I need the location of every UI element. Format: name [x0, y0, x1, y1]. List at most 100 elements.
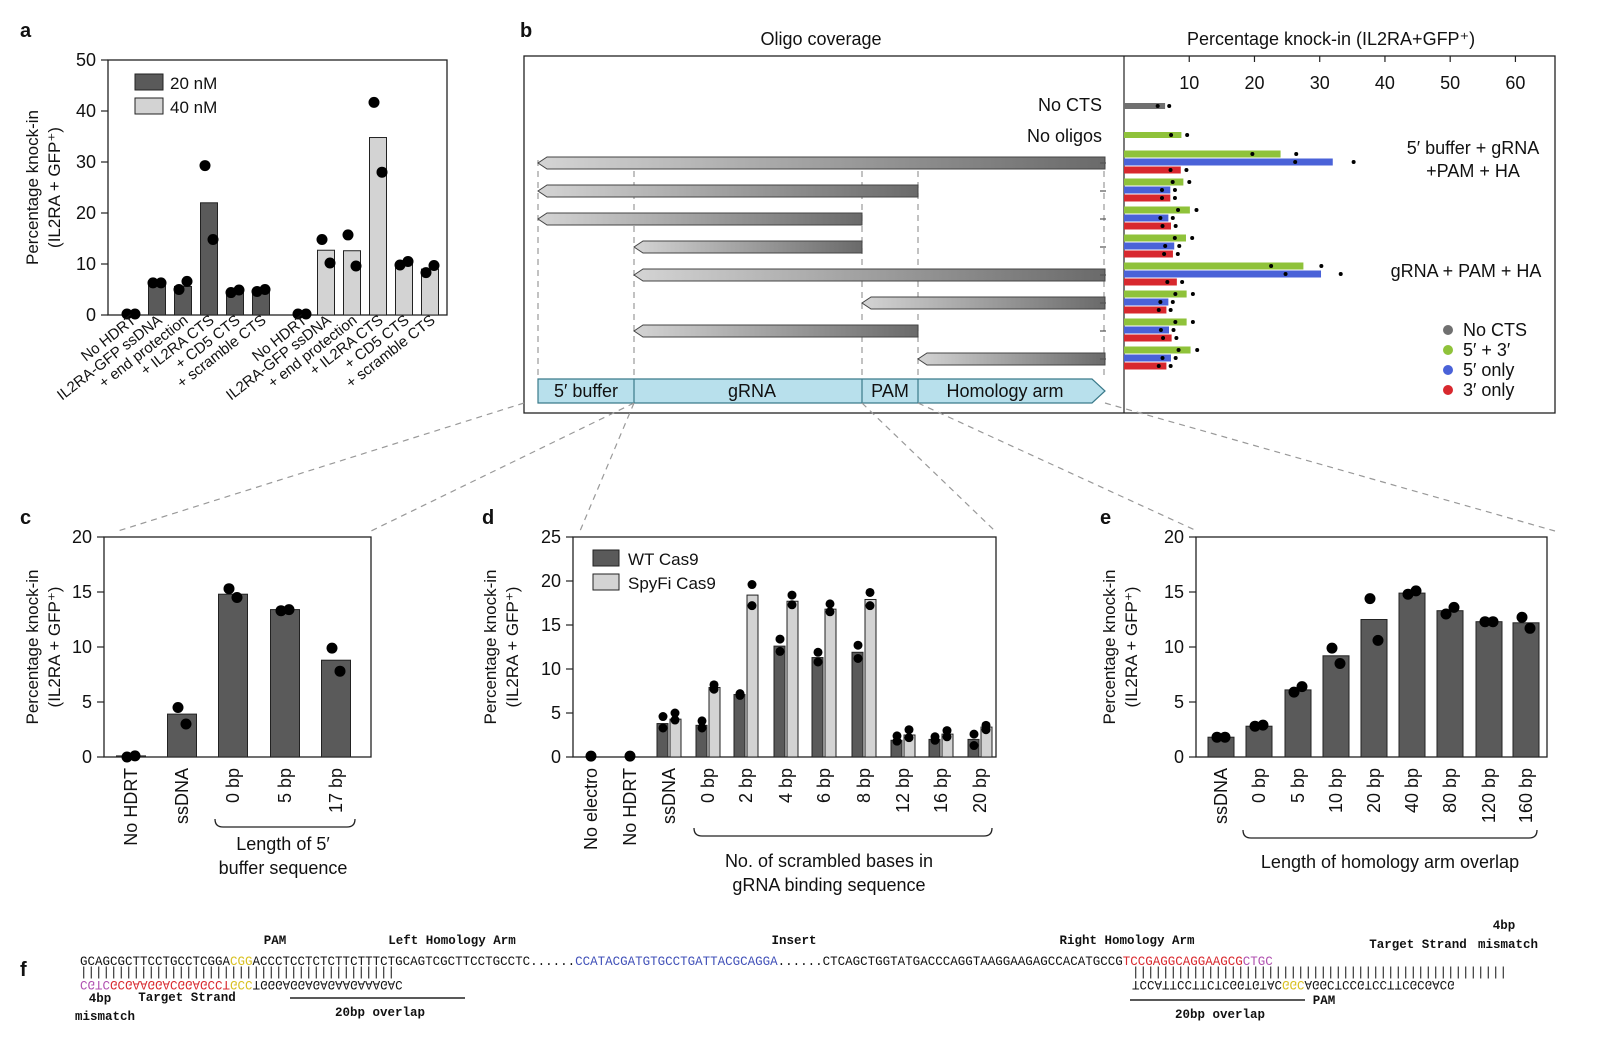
data-point [233, 284, 245, 296]
left-bottom-strand-part: GCC [230, 977, 253, 991]
knockin-bar [1124, 186, 1171, 194]
right-bottom-strand-part: AGGCTCCGTCCTTCGCGACG [1305, 977, 1455, 991]
data-point [1524, 622, 1536, 634]
bar [270, 609, 300, 758]
data-point [1169, 133, 1174, 137]
knockin-bar [1124, 206, 1190, 214]
knockin-bar [1124, 326, 1170, 334]
x-tick-label: 10 [1179, 73, 1199, 93]
data-point [1172, 196, 1177, 200]
x-tick-label: 4 bp [776, 768, 796, 803]
data-point [173, 284, 185, 295]
top-strand-part: CTCAGCTGGTATGACCCAGGTAAGGAAGAGCCACATGCCG [823, 955, 1123, 969]
data-point [259, 284, 271, 295]
data-point [350, 260, 362, 272]
data-point [825, 599, 835, 609]
data-point [697, 723, 707, 733]
bar [200, 202, 218, 316]
y-tick-label: 40 [76, 101, 96, 121]
y-tick-label: 15 [1164, 582, 1184, 602]
oligo-arrow [861, 296, 1106, 310]
bracket-label: buffer sequence [219, 858, 348, 878]
x-tick-label: 2 bp [736, 768, 756, 803]
legend-dot [1443, 325, 1453, 335]
segment-label: 5′ buffer [554, 381, 618, 401]
knockin-bar [1124, 214, 1169, 222]
data-point [1173, 224, 1178, 228]
data-point [775, 634, 785, 644]
x-tick-label: 40 bp [1402, 768, 1422, 813]
top-strand-part: ...... [778, 955, 823, 969]
y-axis-label: Percentage knock-in [23, 110, 42, 265]
data-point [428, 260, 440, 272]
data-point [865, 587, 875, 597]
bar [733, 694, 746, 758]
seq-label-bp4: 4bp [1493, 919, 1516, 933]
data-point [1168, 364, 1173, 368]
x-tick-label: 12 bp [893, 768, 913, 813]
knockin-bar [1124, 150, 1281, 158]
data-point [1516, 611, 1528, 623]
legend-dot [1443, 385, 1453, 395]
x-tick-label: 8 bp [854, 768, 874, 803]
legend-label: 3′ only [1463, 380, 1514, 400]
chart-a-frame [107, 59, 448, 316]
data-point [199, 160, 211, 172]
pairing-ticks-left: ||||||||||||||||||||||||||||||||||||||||… [80, 966, 395, 980]
x-tick-label: 40 [1375, 73, 1395, 93]
y-tick-label: 10 [76, 254, 96, 274]
knockin-bar [1124, 242, 1175, 250]
bar [1245, 725, 1273, 758]
data-point [181, 275, 193, 287]
x-tick-label: ssDNA [1211, 768, 1231, 824]
legend-label: 5′ only [1463, 360, 1514, 380]
bar [851, 651, 864, 758]
data-point [904, 733, 914, 743]
data-point [1190, 236, 1195, 240]
bracket-label: gRNA binding sequence [732, 875, 925, 895]
data-point [670, 715, 680, 725]
left-bottom-strand: CGTCGCGAAGGACGGAGCCTGCCTGGGAGGAGAGAAGAAA… [80, 977, 403, 991]
y-axis-label: (IL2RA + GFP⁺) [45, 587, 64, 708]
knockin-bar [1124, 103, 1166, 109]
annotation: +PAM + HA [1426, 161, 1520, 181]
data-point [1195, 348, 1200, 352]
data-point [658, 723, 668, 733]
data-point [1162, 252, 1167, 256]
data-point [180, 718, 192, 730]
knockin-bar [1124, 306, 1167, 314]
top-strand-part: CCATACGATGTGCCTGATTACGCAGGA [575, 955, 778, 969]
oligo-arrow [633, 240, 863, 254]
data-point [368, 96, 380, 108]
legend-label: SpyFi Cas9 [628, 574, 716, 593]
data-point [904, 725, 914, 735]
data-point [1334, 658, 1346, 669]
data-point [1173, 356, 1178, 360]
seq-label-overlap: 20bp overlap [1175, 1008, 1265, 1022]
bar [1398, 592, 1426, 758]
data-point [1184, 168, 1189, 172]
y-tick-label: 0 [551, 747, 561, 767]
x-tick-label: 20 [1244, 73, 1264, 93]
data-point [147, 277, 159, 289]
panel-letter-a: a [20, 20, 32, 42]
data-point [775, 646, 785, 656]
data-point [1163, 244, 1168, 248]
data-point [1170, 300, 1175, 304]
bar [218, 593, 248, 758]
y-tick-label: 5 [1174, 692, 1184, 712]
data-point [1269, 264, 1274, 268]
bar [1512, 622, 1540, 758]
data-point [1156, 364, 1161, 368]
oligo-segments [537, 378, 1106, 404]
data-point [1158, 216, 1163, 220]
data-point [1172, 188, 1177, 192]
bracket-label: No. of scrambled bases in [725, 851, 933, 871]
segment-label: PAM [871, 381, 909, 401]
x-tick-label: 17 bp [326, 768, 346, 813]
legend-swatch [592, 549, 620, 567]
x-tick-label: 160 bp [1516, 768, 1536, 823]
y-axis-label: Percentage knock-in [23, 570, 42, 725]
knockin-bar [1124, 250, 1173, 258]
data-point [1250, 152, 1255, 156]
